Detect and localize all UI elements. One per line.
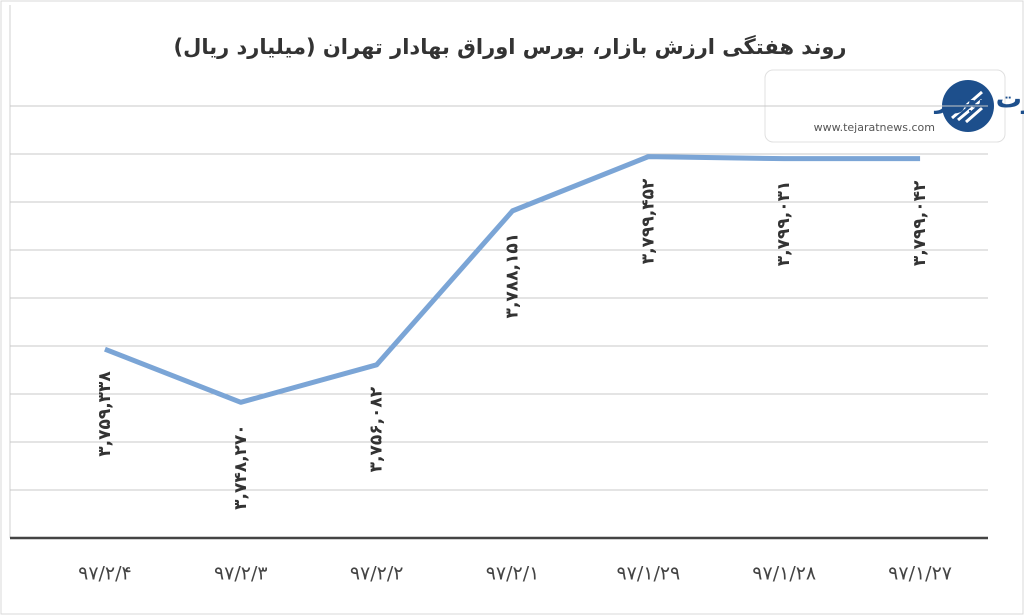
x-tick-label: ۹۷/۲/۲ bbox=[350, 563, 404, 585]
x-tick-label: ۹۷/۲/۳ bbox=[214, 563, 268, 585]
value-label: ۳,۷۹۹,۰۳۱ bbox=[774, 181, 794, 267]
value-label: ۳,۷۵۶,۰۸۲ bbox=[367, 386, 387, 472]
x-tick-label: ۹۷/۱/۲۷ bbox=[888, 563, 952, 585]
x-tick-label: ۹۷/۲/۱ bbox=[486, 563, 540, 585]
value-label: ۳,۷۸۸,۱۵۱ bbox=[503, 233, 523, 319]
value-label: ۳,۷۹۹,۴۵۲ bbox=[638, 178, 658, 264]
logo-name: تجارت نیوز bbox=[933, 85, 1024, 115]
value-label: ۳,۷۵۹,۳۳۸ bbox=[95, 371, 115, 457]
x-tick-label: ۹۷/۱/۲۸ bbox=[752, 563, 816, 585]
x-tick-label: ۹۷/۲/۴ bbox=[78, 563, 132, 585]
x-tick-label: ۹۷/۱/۲۹ bbox=[616, 563, 680, 585]
logo-icon-stripes bbox=[951, 90, 983, 124]
line bbox=[104, 154, 921, 405]
chart-title: روند هفتگی ارزش بازار، بورس اوراق بهادار… bbox=[174, 34, 847, 59]
value-label: ۳,۷۹۹,۰۴۲ bbox=[910, 180, 930, 266]
logo-url: www.tejaratnews.com bbox=[814, 121, 935, 134]
value-label: ۳,۷۴۸,۲۷۰ bbox=[231, 424, 251, 510]
